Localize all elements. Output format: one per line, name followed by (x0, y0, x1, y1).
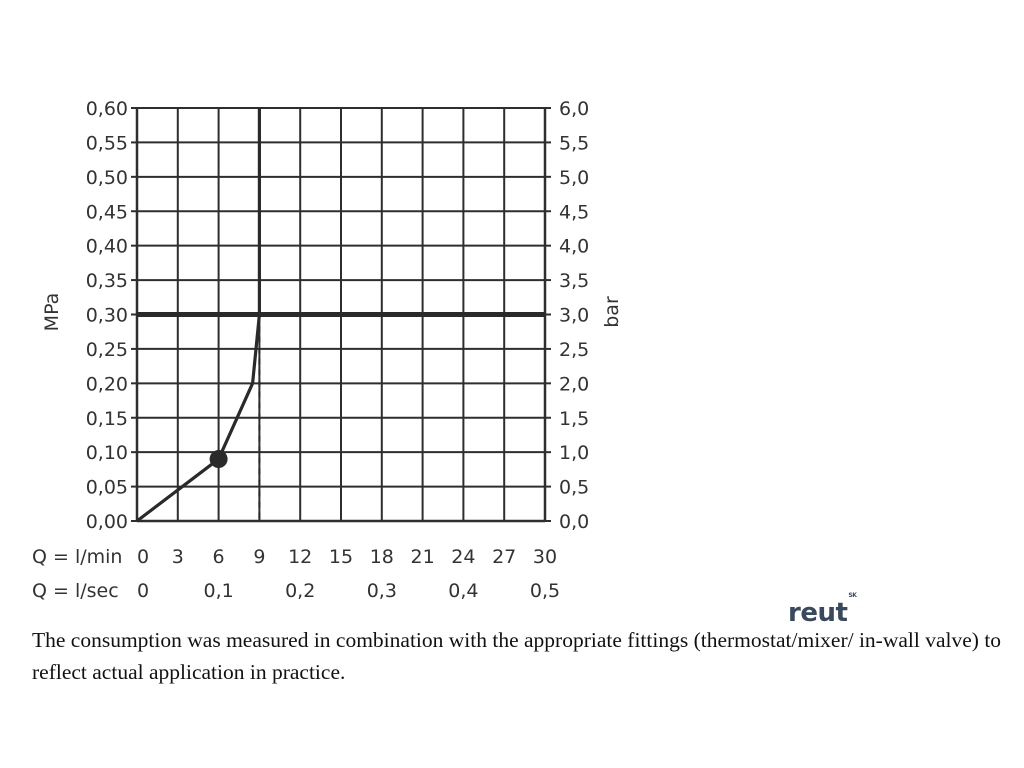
y-axis-right-label: bar (601, 296, 623, 328)
y-tick-label-left: 0,05 (86, 477, 128, 499)
x-row1-tick-label: 12 (288, 546, 312, 568)
x-row1-tick-label: 18 (370, 546, 394, 568)
logo-text: reut (788, 598, 848, 628)
x-row2-tick-label: 0,3 (367, 580, 397, 602)
x-row2-tick-label: 0,2 (285, 580, 315, 602)
y-tick-label-left: 0,50 (86, 167, 128, 189)
x-row2-tick-label: 0,1 (203, 580, 233, 602)
y-tick-label-right: 1,5 (559, 408, 589, 430)
y-tick-label-right: 5,0 (559, 167, 589, 189)
y-tick-label-left: 0,20 (86, 373, 128, 395)
y-tick-label-right: 4,0 (559, 236, 589, 258)
logo-suffix: SK (848, 592, 857, 600)
reut-logo: reutSK (788, 592, 857, 628)
x-row1-label: Q = l/min (32, 546, 122, 568)
y-tick-label-left: 0,60 (86, 98, 128, 120)
x-row1-tick-label: 9 (253, 546, 265, 568)
y-tick-label-right: 1,0 (559, 442, 589, 464)
y-tick-label-right: 5,5 (559, 132, 589, 154)
x-row1-tick-label: 6 (213, 546, 225, 568)
x-row2-tick-label: 0,4 (448, 580, 478, 602)
y-tick-label-left: 0,40 (86, 236, 128, 258)
x-row1-tick-label: 3 (172, 546, 184, 568)
y-tick-label-left: 0,45 (86, 201, 128, 223)
y-tick-label-right: 4,5 (559, 201, 589, 223)
y-tick-label-right: 3,5 (559, 270, 589, 292)
y-tick-label-right: 2,5 (559, 339, 589, 361)
flow-pressure-chart: 0,000,050,100,150,200,250,300,350,400,45… (32, 98, 623, 602)
series-line (136, 108, 261, 523)
y-tick-label-left: 0,00 (86, 511, 128, 533)
y-tick-label-right: 0,0 (559, 511, 589, 533)
y-axis-left-label: MPa (41, 293, 63, 332)
x-row1-tick-label: 24 (451, 546, 475, 568)
x-row1-tick-label: 27 (492, 546, 516, 568)
x-row2-label: Q = l/sec (32, 580, 119, 602)
y-tick-label-left: 0,55 (86, 132, 128, 154)
chart-series (136, 108, 545, 523)
data-point-marker (209, 450, 228, 469)
caption-text: The consumption was measured in combinat… (32, 628, 1002, 684)
y-tick-label-left: 0,30 (86, 305, 128, 327)
y-tick-label-left: 0,15 (86, 408, 128, 430)
y-tick-label-left: 0,35 (86, 270, 128, 292)
y-tick-label-left: 0,10 (86, 442, 128, 464)
x-row1-tick-label: 21 (411, 546, 435, 568)
x-row1-tick-label: 30 (533, 546, 557, 568)
y-tick-label-right: 0,5 (559, 477, 589, 499)
x-row1-tick-label: 15 (329, 546, 353, 568)
chart-tick-labels: 0,000,050,100,150,200,250,300,350,400,45… (32, 98, 589, 602)
x-row2-tick-label: 0 (137, 580, 149, 602)
y-tick-label-right: 2,0 (559, 373, 589, 395)
y-tick-label-left: 0,25 (86, 339, 128, 361)
x-row1-tick-label: 0 (137, 546, 149, 568)
y-tick-label-right: 3,0 (559, 305, 589, 327)
y-tick-label-right: 6,0 (559, 98, 589, 120)
x-row2-tick-label: 0,5 (530, 580, 560, 602)
